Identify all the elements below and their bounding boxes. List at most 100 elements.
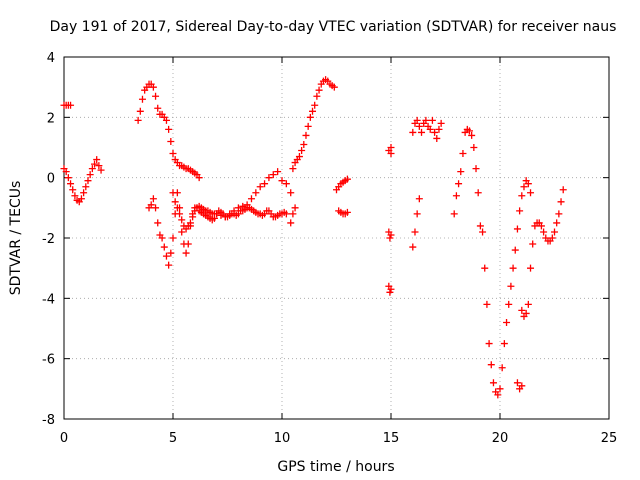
data-point	[511, 246, 519, 254]
data-point	[435, 125, 443, 133]
data-point	[167, 249, 175, 257]
data-point	[537, 222, 545, 230]
data-point	[230, 207, 238, 215]
data-point	[62, 168, 70, 176]
series-11	[385, 282, 395, 296]
y-tick-label: -2	[42, 232, 55, 247]
data-point	[226, 210, 234, 218]
data-point	[162, 252, 170, 260]
data-point	[152, 204, 160, 212]
data-point	[261, 180, 269, 188]
data-point	[452, 192, 460, 200]
data-point	[509, 264, 517, 272]
data-point	[433, 134, 441, 142]
data-point	[149, 83, 157, 91]
data-point	[518, 192, 526, 200]
data-point	[147, 201, 155, 209]
y-tick-label: 0	[47, 172, 55, 187]
data-points	[60, 76, 567, 399]
data-point	[67, 101, 75, 109]
data-point	[457, 168, 465, 176]
data-point	[154, 219, 162, 227]
data-point	[483, 300, 491, 308]
x-tick-label: 25	[601, 431, 618, 446]
data-point	[189, 213, 197, 221]
data-point	[409, 128, 417, 136]
data-point	[557, 198, 565, 206]
series-1	[60, 156, 105, 206]
data-point	[505, 300, 513, 308]
data-point	[173, 204, 181, 212]
data-point	[426, 125, 434, 133]
data-point	[247, 195, 255, 203]
data-point	[465, 127, 473, 135]
y-tick-label: 2	[47, 111, 55, 126]
data-point	[243, 201, 251, 209]
y-axis-label: SDTVAR / TECUs	[8, 181, 24, 296]
data-point	[88, 165, 96, 173]
series-0	[60, 101, 75, 109]
data-point	[518, 382, 526, 390]
data-point	[77, 195, 85, 203]
data-point	[138, 95, 146, 103]
data-point	[134, 116, 142, 124]
data-point	[178, 216, 186, 224]
series-10	[385, 228, 395, 242]
data-point	[162, 116, 170, 124]
x-axis-label: GPS time / hours	[277, 459, 394, 475]
data-point	[289, 165, 297, 173]
series-7	[333, 175, 351, 194]
data-point	[287, 219, 295, 227]
data-point	[291, 204, 299, 212]
data-point	[195, 174, 203, 182]
data-point	[553, 219, 561, 227]
data-point	[67, 180, 75, 188]
data-point	[500, 340, 508, 348]
data-point	[387, 144, 395, 151]
data-point	[540, 228, 548, 236]
data-point	[520, 183, 528, 191]
data-point	[455, 180, 463, 188]
data-point	[527, 264, 535, 272]
x-tick-label: 0	[60, 431, 68, 446]
data-point	[306, 113, 314, 121]
data-point	[300, 140, 308, 148]
series-8	[335, 207, 351, 218]
data-point	[169, 234, 177, 242]
x-tick-label: 20	[492, 431, 509, 446]
data-point	[97, 166, 105, 174]
data-point	[559, 186, 567, 194]
data-point	[86, 171, 94, 179]
data-point	[287, 189, 295, 197]
data-point	[386, 234, 394, 242]
data-point	[278, 177, 286, 185]
data-point	[437, 119, 445, 127]
series-4	[169, 168, 290, 233]
data-point	[217, 211, 225, 219]
y-tick-label: -8	[42, 413, 55, 428]
data-point	[516, 207, 524, 215]
data-point	[503, 318, 511, 326]
data-point	[165, 125, 173, 133]
data-point	[152, 92, 160, 100]
data-point	[428, 116, 436, 124]
data-point	[84, 177, 92, 185]
data-point	[274, 168, 282, 176]
data-point	[298, 147, 306, 155]
data-point	[239, 202, 247, 210]
data-point	[522, 309, 530, 317]
data-point	[315, 86, 323, 94]
data-point	[507, 282, 515, 290]
x-tick-label: 15	[383, 431, 400, 446]
data-point	[330, 83, 338, 91]
data-point	[387, 150, 395, 158]
series-16	[518, 186, 567, 320]
data-point	[496, 385, 504, 393]
data-point	[551, 228, 558, 236]
series-12	[409, 195, 423, 251]
data-point	[474, 189, 482, 197]
x-tick-label: 5	[169, 431, 177, 446]
chart-title: Day 191 of 2017, Sidereal Day-to-day VTE…	[50, 19, 617, 35]
data-point	[470, 144, 478, 151]
